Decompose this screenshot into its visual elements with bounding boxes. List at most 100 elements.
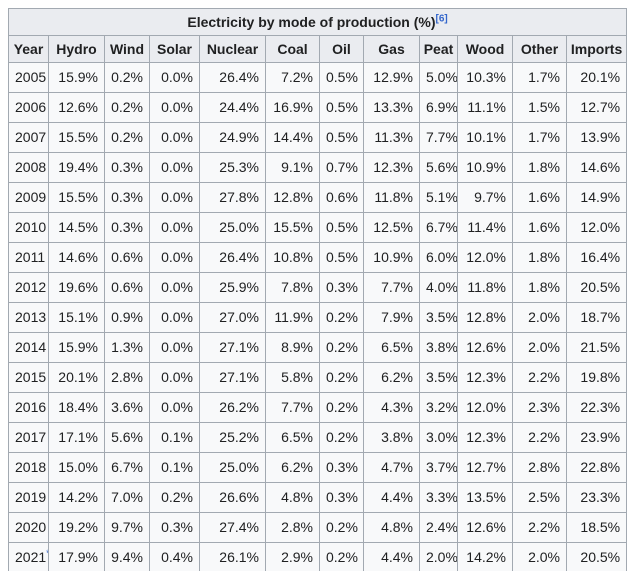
table-row-2016: 2016 18.4% 3.6% 0.0% 26.2% 7.7% 0.2% 4.3% 3.2% 12… [8,392,628,423]
value-cell: 4.8% [363,512,420,543]
value-cell: 12.3% [363,152,420,183]
value-cell: 2.3% [512,392,567,423]
value-cell: 11.8% [457,272,513,303]
value-cell: 14.2% [457,542,513,571]
value-cell: 13.5% [457,482,513,513]
value-cell: 12.3% [457,422,513,453]
value-cell: 6.2% [363,362,420,393]
value-cell: 6.5% [363,332,420,363]
value-cell: 0.2% [319,392,364,423]
value-cell: 19.4% [48,152,105,183]
value-cell: 18.5% [565,512,628,543]
value-cell: 19.2% [48,512,105,543]
value-cell: 27.1% [199,332,266,363]
value-cell: 20.1% [48,362,105,393]
value-cell: 12.8% [457,302,513,333]
column-header-nuclear: Nuclear [199,35,266,63]
value-cell: 2.8% [265,512,320,543]
value-cell: 1.8% [512,272,567,303]
value-cell: 14.6% [48,242,105,273]
column-header-gas: Gas [363,35,420,63]
table-row-2019: 2019 14.2% 7.0% 0.2% 26.6% 4.8% 0.3% 4.4% 3.3% 13… [8,482,628,513]
value-cell: 0.2% [104,62,150,93]
value-cell: 1.7% [512,62,567,93]
value-cell: 0.0% [149,92,200,123]
value-cell: 4.4% [363,542,420,571]
table-row-2012: 2012 19.6% 0.6% 0.0% 25.9% 7.8% 0.3% 7.7% 4.0% 11… [8,272,628,303]
value-cell: 15.5% [265,212,320,243]
value-cell: 7.7% [265,392,320,423]
table-row-2020: 2020 19.2% 9.7% 0.3% 27.4% 2.8% 0.2% 4.8% 2.4% 12… [8,512,628,543]
value-cell: 0.9% [104,302,150,333]
value-cell: 18.7% [565,302,628,333]
value-cell: 11.4% [457,212,513,243]
value-cell: 15.9% [48,62,105,93]
value-cell: 5.1% [419,182,458,213]
year-cell: 2009 [8,182,49,213]
value-cell: 0.2% [319,542,364,571]
value-cell: 24.4% [199,92,266,123]
value-cell: 4.3% [363,392,420,423]
value-cell: 0.6% [104,272,150,303]
value-cell: 27.4% [199,512,266,543]
year-cell: 2019 [8,482,49,513]
value-cell: 0.5% [319,242,364,273]
value-cell: 23.3% [565,482,628,513]
value-cell: 17.9% [48,542,105,571]
value-cell: 0.6% [104,242,150,273]
value-cell: 0.2% [104,122,150,153]
value-cell: 0.0% [149,212,200,243]
column-header-other: Other [512,35,567,63]
value-cell: 2.0% [512,332,567,363]
value-cell: 0.5% [319,212,364,243]
value-cell: 14.6% [565,152,628,183]
value-cell: 10.8% [265,242,320,273]
table-row-2014: 2014 15.9% 1.3% 0.0% 27.1% 8.9% 0.2% 6.5% 3.8% 12… [8,332,628,363]
value-cell: 9.7% [104,512,150,543]
table-row-2010: 2010 14.5% 0.3% 0.0% 25.0% 15.5% 0.5% 12.5% 6.7%… [8,212,628,243]
value-cell: 1.6% [512,212,567,243]
value-cell: 0.0% [149,362,200,393]
reference-6-link[interactable]: [6] [435,13,448,25]
value-cell: 26.4% [199,62,266,93]
value-cell: 6.5% [265,422,320,453]
value-cell: 3.2% [419,392,458,423]
value-cell: 20.5% [565,272,628,303]
table-row-2008: 2008 19.4% 0.3% 0.0% 25.3% 9.1% 0.7% 12.3% 5.6% 1… [8,152,628,183]
value-cell: 0.0% [149,332,200,363]
value-cell: 24.9% [199,122,266,153]
year-cell: 2021* [8,542,49,571]
value-cell: 15.0% [48,452,105,483]
value-cell: 1.8% [512,242,567,273]
value-cell: 0.0% [149,302,200,333]
value-cell: 21.5% [565,332,628,363]
table-row-2017: 2017 17.1% 5.6% 0.1% 25.2% 6.5% 0.2% 3.8% 3.0% 12… [8,422,628,453]
value-cell: 0.3% [319,482,364,513]
value-cell: 3.8% [419,332,458,363]
value-cell: 2.5% [512,482,567,513]
value-cell: 0.3% [319,452,364,483]
value-cell: 1.3% [104,332,150,363]
value-cell: 2.9% [265,542,320,571]
value-cell: 3.5% [419,302,458,333]
value-cell: 4.0% [419,272,458,303]
value-cell: 11.1% [457,92,513,123]
value-cell: 12.0% [457,242,513,273]
value-cell: 12.3% [457,362,513,393]
column-header-row: Year Hydro Wind Solar Nuclear Coal Oil Gas Peat W… [8,35,628,63]
value-cell: 12.7% [457,452,513,483]
value-cell: 0.7% [319,152,364,183]
value-cell: 25.0% [199,452,266,483]
year-cell: 2013 [8,302,49,333]
table-row-2021: 2021*17.9%9.4%0.4%26.1%2.9%0.2%4.4%2.0%1… [8,542,628,571]
value-cell: 3.7% [419,452,458,483]
footnote-asterisk-link[interactable]: * [46,548,47,559]
value-cell: 1.5% [512,92,567,123]
value-cell: 0.2% [149,482,200,513]
value-cell: 3.3% [419,482,458,513]
value-cell: 22.8% [565,452,628,483]
value-cell: 12.7% [565,92,628,123]
value-cell: 1.8% [512,152,567,183]
table-row-2005: 2005 15.9% 0.2% 0.0% 26.4% 7.2% 0.5% 12.9% 5.0% 1… [8,62,628,93]
title-row: Electricity by mode of production (%)[6] [7,8,628,36]
